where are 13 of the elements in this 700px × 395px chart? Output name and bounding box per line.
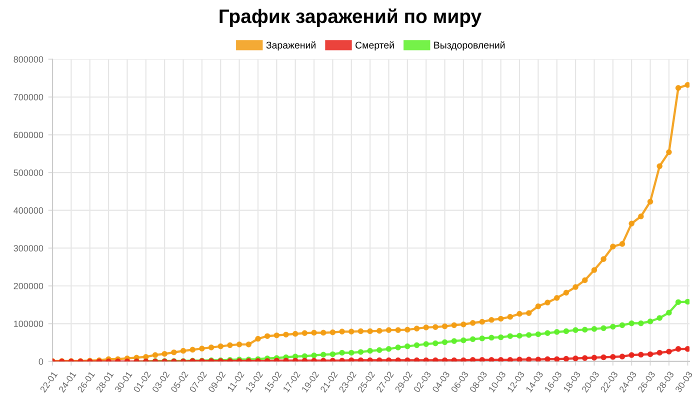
y-tick-label: 100000 (14, 320, 44, 328)
y-tick-label: 300000 (14, 245, 44, 252)
legend-label: Выздоровлений (434, 41, 505, 50)
y-tick-label: 500000 (14, 170, 44, 176)
y-tick-label: 0 (38, 358, 44, 365)
y-tick-label: 400000 (14, 207, 44, 214)
chart-title: График заражений по миру (220, 8, 482, 28)
legend-label: Смертей (356, 41, 394, 50)
y-tick-label: 200000 (14, 282, 44, 290)
y-tick-label: 600000 (14, 132, 44, 138)
legend-label: Заражений (266, 41, 316, 50)
y-tick-label: 700000 (14, 94, 44, 100)
y-tick-label: 800000 (14, 56, 44, 63)
